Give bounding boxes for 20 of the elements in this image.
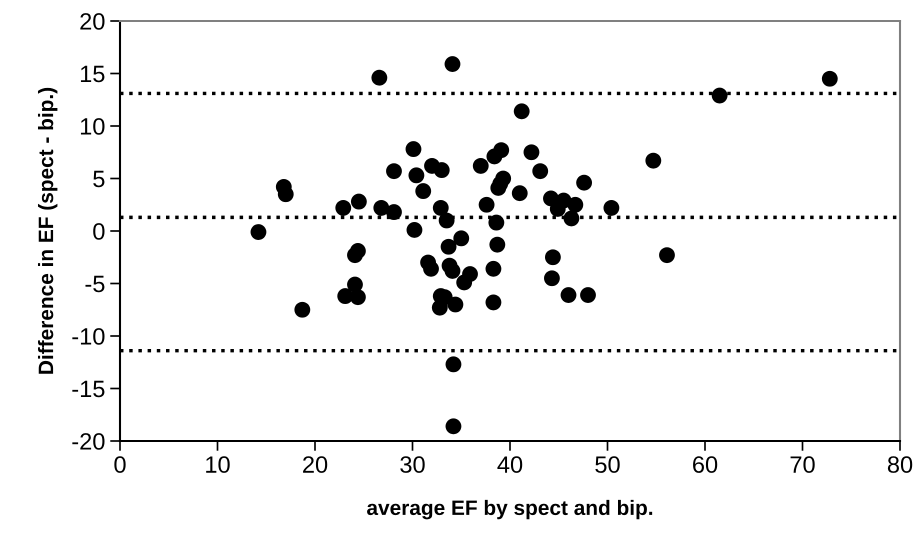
x-tick-label: 30 <box>400 456 425 473</box>
y-tick-label: -10 <box>72 328 104 345</box>
x-tick-label: 60 <box>693 456 718 473</box>
x-tick-label: 80 <box>888 456 912 473</box>
y-tick-label: -15 <box>72 380 104 398</box>
x-tick-label: 70 <box>790 456 815 473</box>
y-axis-title: Difference in EF (spect - bip.) <box>38 88 58 374</box>
x-tick-label: 10 <box>206 456 230 473</box>
x-axis-title: average EF by spect and bip. <box>367 500 652 520</box>
y-tick-label: -20 <box>72 433 104 450</box>
y-tick-label: 10 <box>80 118 104 135</box>
x-tick-label: 20 <box>303 456 328 473</box>
y-tick-label: -5 <box>85 276 104 292</box>
y-tick-label: 0 <box>93 223 104 240</box>
y-tick-label: 20 <box>80 13 104 30</box>
x-tick-label: 0 <box>114 456 126 473</box>
y-tick-label: 15 <box>80 66 104 82</box>
x-tick-label: 50 <box>595 456 620 473</box>
x-tick-label: 40 <box>497 456 522 473</box>
y-tick-label: 5 <box>93 170 104 188</box>
